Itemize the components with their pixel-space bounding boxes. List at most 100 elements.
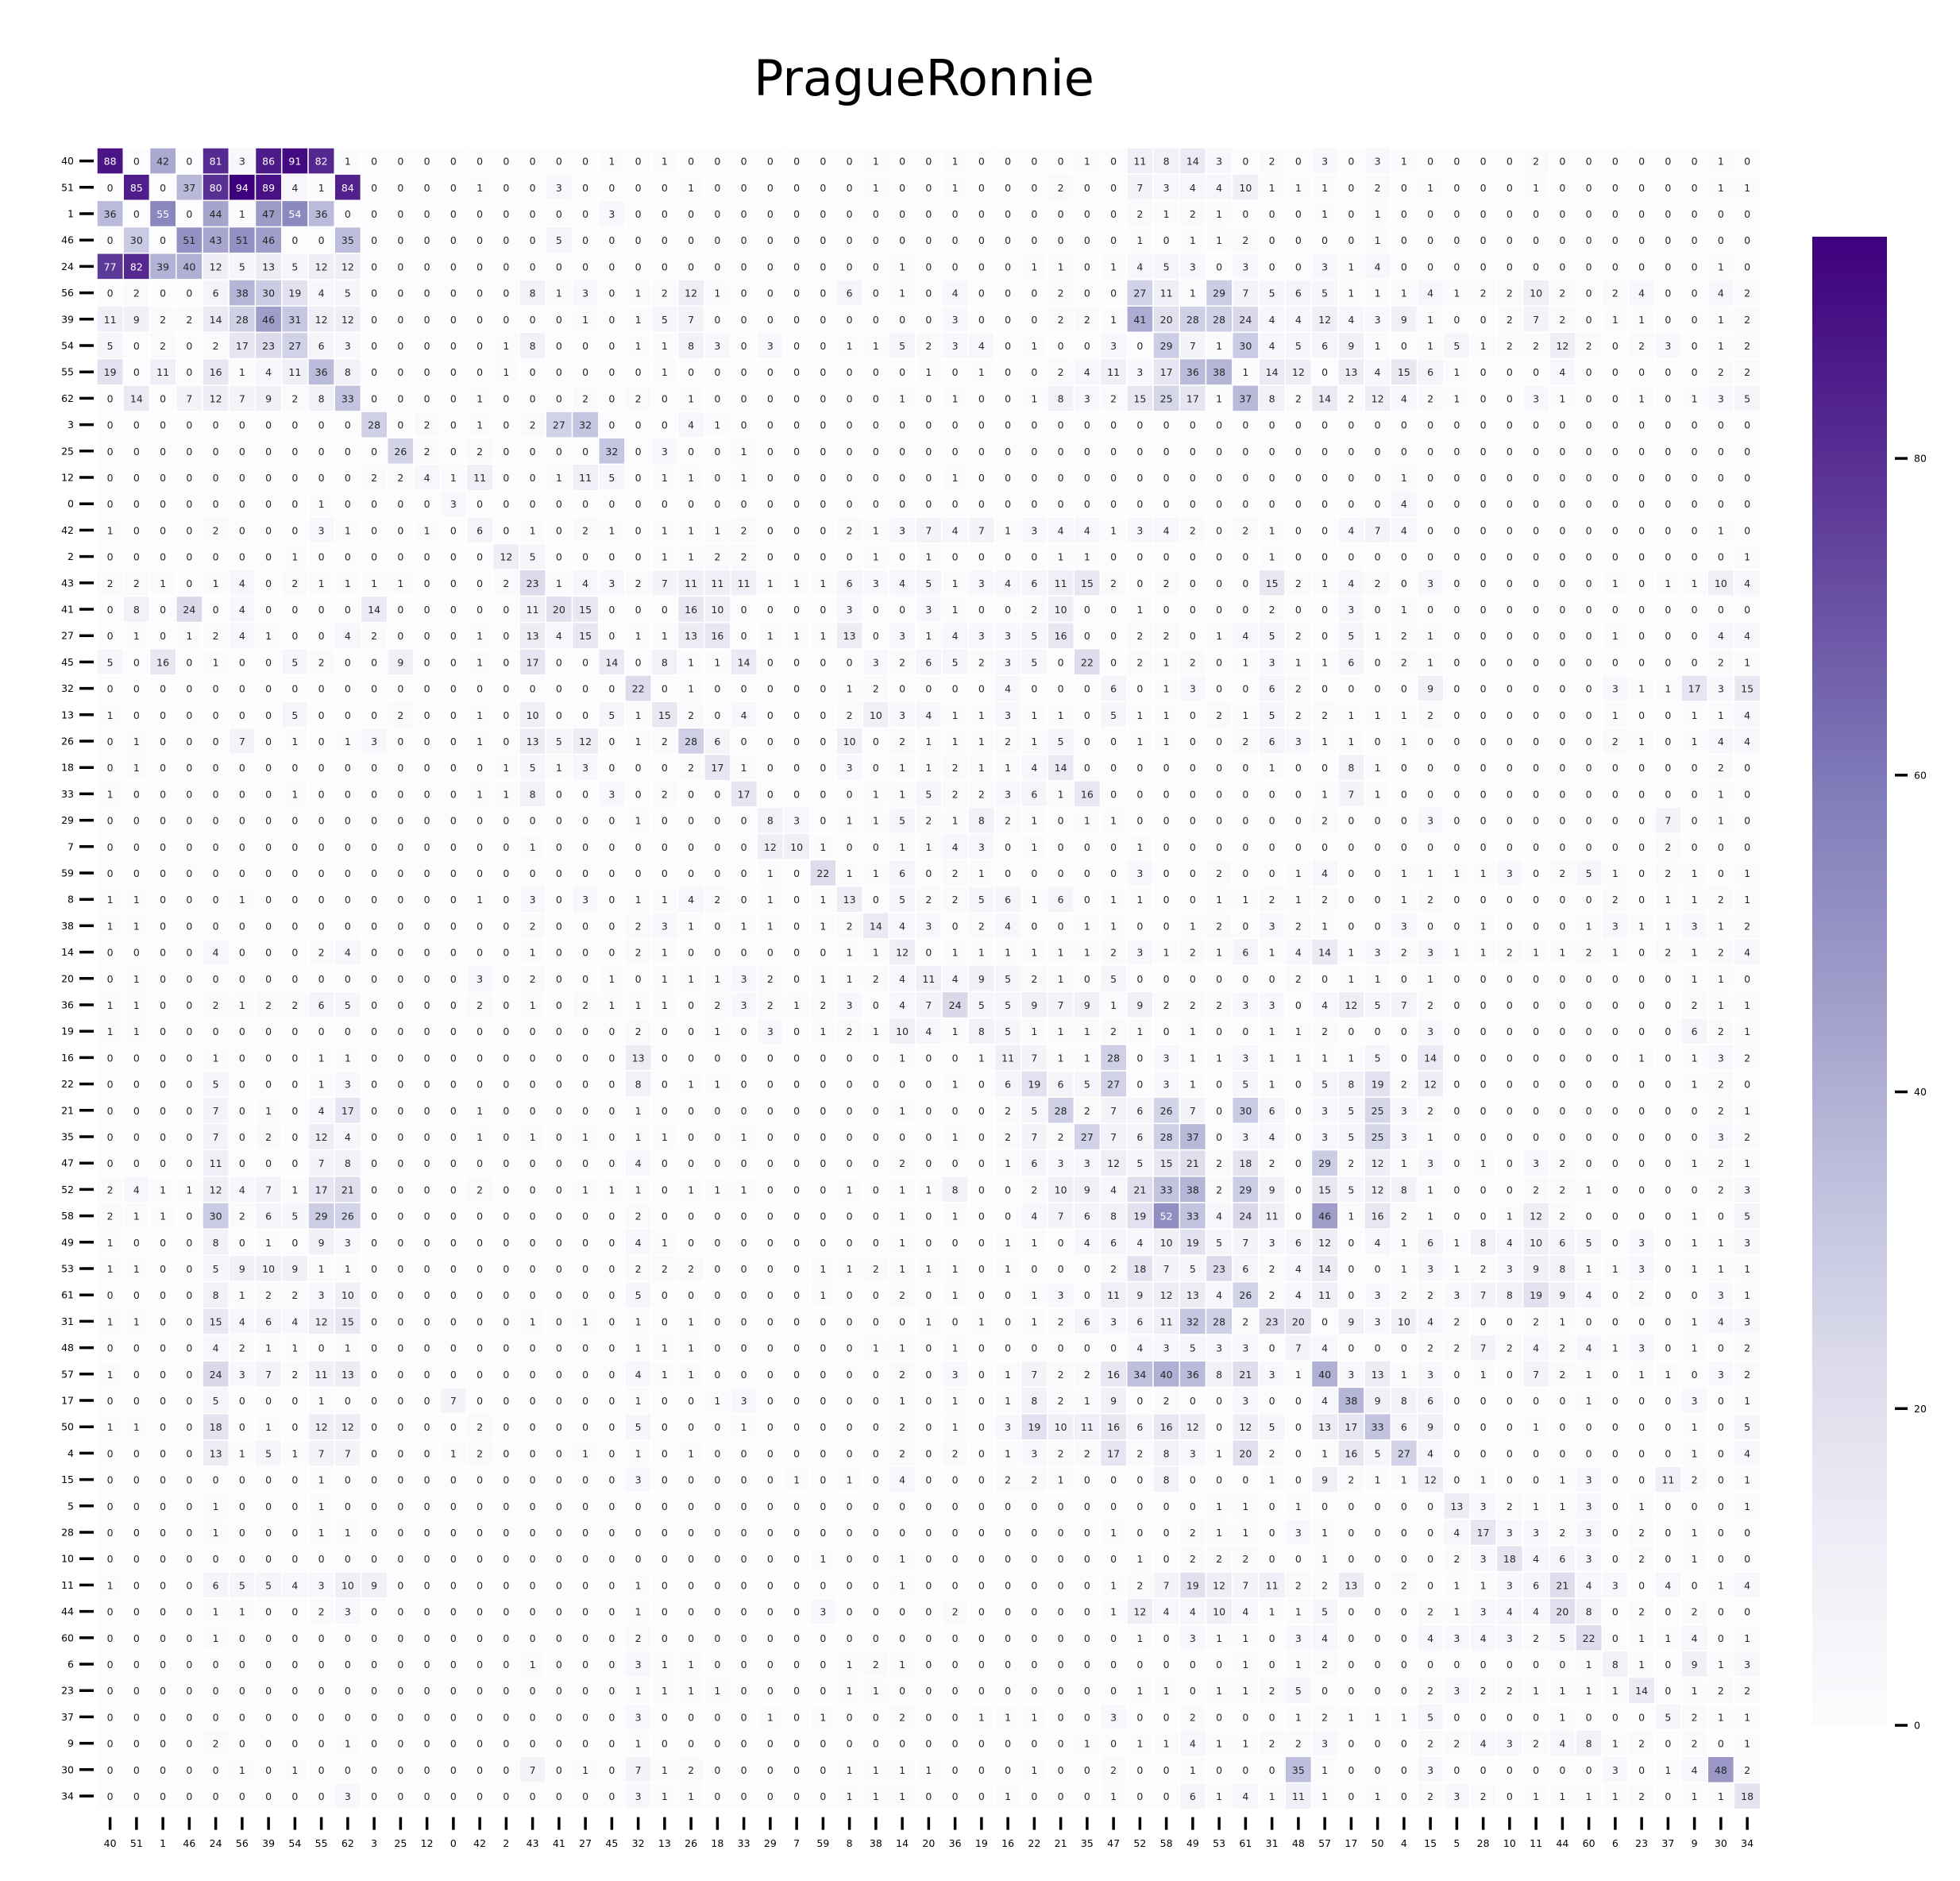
cell-value-label: 0: [556, 1105, 562, 1117]
cell-value-label: 12: [1292, 366, 1305, 378]
cell-value-label: 0: [741, 498, 747, 510]
cell-value-label: 0: [1058, 156, 1064, 168]
cell-value-label: 0: [1453, 656, 1460, 668]
cell-value-label: 0: [107, 1105, 114, 1117]
cell-value-label: 0: [397, 867, 403, 879]
cell-value-label: 0: [1559, 762, 1565, 774]
cell-value-label: 0: [820, 340, 826, 352]
cell-value-label: 0: [1295, 446, 1302, 458]
cell-value-label: 0: [397, 762, 403, 774]
cell-value-label: 0: [503, 498, 509, 510]
heatmap-cell: [1232, 147, 1260, 175]
heatmap-cell: [360, 199, 388, 228]
cell-value-label: 2: [1401, 630, 1407, 642]
heatmap-cell: [1337, 199, 1365, 228]
cell-value-label: 0: [1216, 683, 1222, 695]
cell-value-label: 1: [978, 762, 985, 774]
cell-value-label: 4: [1718, 288, 1724, 299]
cell-value-label: 0: [767, 234, 774, 246]
cell-value-label: 0: [1638, 1079, 1645, 1091]
cell-value-label: 4: [1348, 314, 1354, 326]
heatmap-cell: [1021, 279, 1048, 307]
cell-value-label: 2: [1427, 709, 1433, 721]
cell-value-label: 0: [1401, 973, 1407, 985]
cell-value-label: 0: [608, 736, 615, 747]
cell-value-label: 1: [1348, 947, 1354, 959]
cell-value-label: 0: [291, 419, 298, 431]
cell-value-label: 1: [291, 1184, 298, 1195]
heatmap-cell: [1680, 226, 1708, 254]
cell-value-label: 0: [662, 1105, 668, 1117]
cell-value-label: 0: [582, 366, 588, 378]
cell-value-label: 0: [1480, 446, 1487, 458]
cell-value-label: 0: [1163, 867, 1170, 879]
cell-value-label: 0: [239, 1052, 245, 1064]
cell-value-label: 3: [847, 604, 853, 616]
heatmap-cell: [1601, 147, 1630, 175]
heatmap-cell: [1021, 173, 1048, 202]
cell-value-label: 0: [847, 551, 853, 563]
cell-value-label: 4: [213, 947, 219, 959]
cell-value-label: 1: [1401, 604, 1407, 616]
cell-value-label: 0: [318, 551, 325, 563]
cell-value-label: 0: [530, 1105, 536, 1117]
heatmap-cell: [1152, 253, 1180, 280]
cell-value-label: 0: [793, 947, 800, 959]
cell-value-label: 0: [741, 156, 747, 168]
cell-value-label: 0: [1480, 314, 1487, 326]
cell-value-label: 19: [288, 288, 301, 299]
cell-value-label: 6: [714, 736, 720, 747]
cell-value-label: 1: [1031, 709, 1037, 721]
cell-value-label: 1: [239, 894, 245, 906]
cell-value-label: 1: [265, 630, 272, 642]
cell-value-label: 1: [1163, 656, 1170, 668]
cell-value-label: 0: [530, 446, 536, 458]
cell-value-label: 4: [1269, 314, 1275, 326]
heatmap-cell: [122, 147, 151, 175]
cell-value-label: 0: [345, 788, 351, 800]
heatmap-cell: [281, 147, 309, 175]
heatmap-cell: [1099, 147, 1128, 175]
cell-value-label: 1: [1242, 894, 1248, 906]
cell-value-label: 2: [1507, 947, 1513, 959]
cell-value-label: 1: [1216, 392, 1222, 404]
cell-value-label: 0: [530, 182, 536, 194]
cell-value-label: 1: [1295, 656, 1302, 668]
cell-value-label: 2: [662, 288, 668, 299]
cell-value-label: 1: [873, 182, 879, 194]
cell-value-label: 0: [608, 894, 615, 906]
cell-value-label: 6: [1136, 1105, 1143, 1117]
cell-value-label: 0: [107, 1157, 114, 1169]
heatmap-cell: [1337, 305, 1365, 334]
cell-value-label: 1: [1665, 683, 1671, 695]
cell-value-label: 0: [1480, 524, 1487, 536]
cell-value-label: 0: [1586, 577, 1592, 589]
cell-value-label: 0: [1321, 762, 1328, 774]
cell-value-label: 40: [183, 261, 195, 272]
cell-value-label: 14: [210, 314, 222, 326]
cell-value-label: 0: [265, 1079, 272, 1091]
cell-value-label: 0: [1480, 1052, 1487, 1064]
cell-value-label: 0: [239, 524, 245, 536]
cell-value-label: 88: [104, 156, 117, 168]
cell-value-label: 0: [1453, 999, 1460, 1011]
cell-value-label: 1: [635, 1184, 642, 1195]
cell-value-label: 0: [476, 1157, 483, 1169]
cell-value-label: 82: [315, 156, 328, 168]
cell-value-label: 0: [1031, 156, 1037, 168]
cell-value-label: 1: [635, 999, 642, 1011]
cell-value-label: 1: [1638, 1052, 1645, 1064]
cell-value-label: 0: [925, 472, 932, 484]
cell-value-label: 36: [315, 208, 328, 220]
cell-value-label: 39: [156, 261, 169, 272]
cell-value-label: 0: [345, 762, 351, 774]
cell-value-label: 0: [397, 366, 403, 378]
heatmap-cell: [254, 279, 283, 307]
heatmap-cell: [307, 173, 335, 202]
cell-value-label: 0: [1216, 604, 1222, 616]
cell-value-label: 0: [186, 709, 192, 721]
cell-value-label: 1: [793, 999, 800, 1011]
cell-value-label: 2: [133, 288, 140, 299]
cell-value-label: 0: [1375, 736, 1381, 747]
cell-value-label: 3: [899, 709, 905, 721]
